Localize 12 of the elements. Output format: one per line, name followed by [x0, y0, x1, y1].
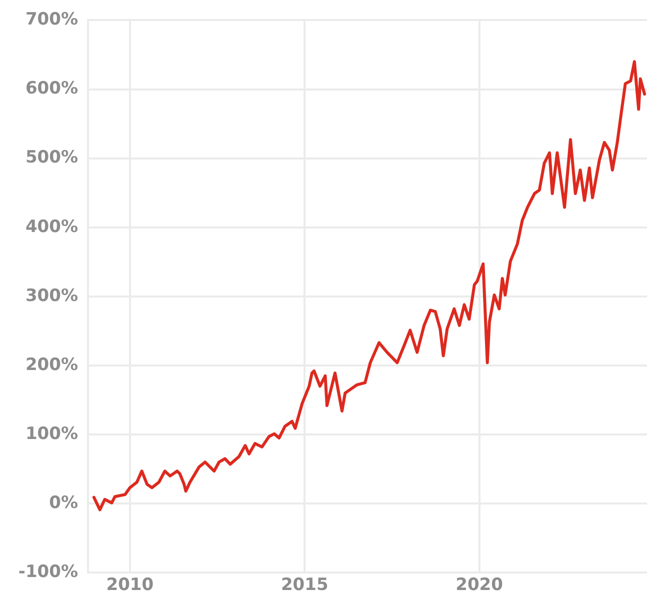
- y-tick-label: 300%: [25, 286, 78, 306]
- y-tick-label: -100%: [18, 562, 78, 582]
- y-tick-label: 100%: [25, 424, 78, 444]
- y-tick-label: 700%: [25, 10, 78, 30]
- y-tick-label: 500%: [25, 148, 78, 168]
- y-tick-label: 400%: [25, 216, 78, 237]
- x-tick-label: 2015: [280, 575, 328, 596]
- y-tick-label: 600%: [25, 78, 78, 99]
- y-tick-label: 0%: [49, 492, 78, 513]
- x-tick-label: 2010: [106, 575, 154, 596]
- x-tick-label: 2020: [456, 575, 504, 596]
- y-tick-label: 200%: [25, 354, 78, 375]
